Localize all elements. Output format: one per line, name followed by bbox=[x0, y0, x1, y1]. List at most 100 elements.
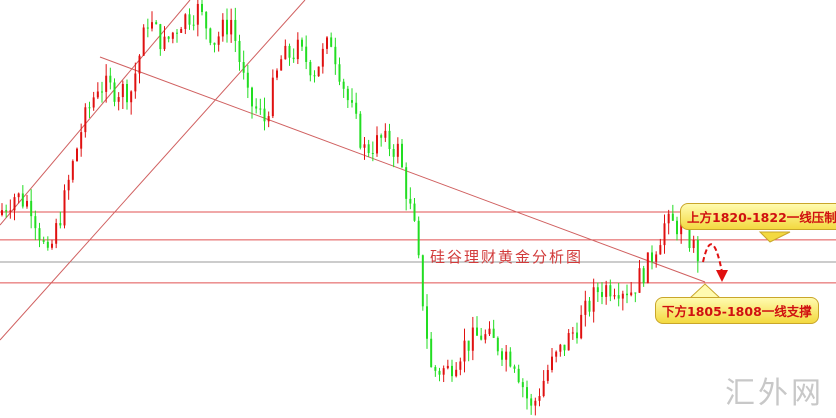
candle-body bbox=[542, 380, 545, 397]
candle-body bbox=[609, 285, 612, 297]
candle-body bbox=[505, 351, 508, 360]
candle-body bbox=[76, 148, 78, 162]
candle-body bbox=[451, 365, 453, 377]
candle-body bbox=[580, 314, 583, 339]
candle-body bbox=[667, 213, 670, 224]
candle-body bbox=[130, 91, 133, 103]
candle-body bbox=[105, 75, 108, 92]
candle-body bbox=[159, 24, 162, 50]
channel-upper-line bbox=[0, 0, 191, 226]
candle-body bbox=[517, 368, 520, 383]
candle-body bbox=[442, 368, 445, 375]
candle-body bbox=[238, 40, 241, 63]
candle-body bbox=[688, 220, 691, 249]
candle-body bbox=[192, 24, 195, 26]
candle-body bbox=[296, 39, 299, 60]
candle-body bbox=[438, 370, 441, 375]
candle-body bbox=[196, 3, 199, 25]
candle-body bbox=[134, 73, 137, 92]
candle-body bbox=[17, 193, 20, 198]
candle-body bbox=[113, 82, 116, 102]
candle-body bbox=[463, 340, 466, 362]
candle-body bbox=[30, 200, 33, 217]
candle-body bbox=[96, 91, 99, 98]
candle-body bbox=[605, 285, 608, 297]
candle-body bbox=[292, 57, 295, 60]
candle-body bbox=[255, 106, 258, 109]
candle-body bbox=[221, 19, 224, 37]
candle-body bbox=[280, 59, 283, 71]
candle-body bbox=[109, 75, 112, 83]
candle-body bbox=[9, 210, 12, 212]
candle-body bbox=[13, 197, 16, 211]
candle-body bbox=[642, 268, 645, 284]
candle-body bbox=[142, 27, 145, 56]
candle-body bbox=[146, 27, 149, 29]
candle-body bbox=[471, 327, 474, 351]
candle-body bbox=[267, 116, 270, 122]
candle-body bbox=[563, 344, 566, 351]
candle-body bbox=[630, 292, 633, 296]
channel-lower-line bbox=[0, 0, 306, 341]
candle-body bbox=[655, 254, 658, 262]
candle-body bbox=[538, 396, 541, 401]
candle-body bbox=[396, 143, 399, 157]
candle-body bbox=[546, 370, 549, 381]
candle-body bbox=[676, 220, 678, 235]
candle-body bbox=[138, 55, 141, 74]
candle-body bbox=[38, 228, 41, 241]
candle-body bbox=[651, 252, 653, 262]
candle-body bbox=[434, 367, 437, 371]
candle-body bbox=[409, 198, 412, 204]
candle-body bbox=[526, 387, 528, 399]
candle-body bbox=[576, 332, 578, 339]
support-callout-pointer bbox=[688, 283, 722, 299]
candle-body bbox=[276, 70, 278, 78]
candle-body bbox=[501, 351, 503, 360]
candle-body bbox=[376, 135, 378, 154]
candle-body bbox=[384, 130, 387, 138]
candle-body bbox=[171, 32, 174, 39]
candle-body bbox=[413, 203, 416, 221]
candle-body bbox=[251, 87, 253, 107]
candle-body bbox=[359, 113, 362, 148]
candle-body bbox=[555, 351, 558, 357]
candle-body bbox=[117, 97, 120, 102]
candle-body bbox=[559, 344, 562, 352]
downtrend-line bbox=[99, 56, 706, 283]
candle-body bbox=[80, 132, 83, 149]
candle-body bbox=[634, 292, 637, 294]
candle-body bbox=[313, 75, 316, 77]
candle-body bbox=[188, 14, 191, 25]
candle-body bbox=[467, 340, 470, 351]
candle-body bbox=[317, 66, 320, 77]
candle-body bbox=[492, 328, 495, 338]
candle-body bbox=[84, 107, 87, 133]
candle-body bbox=[530, 398, 533, 406]
candle-body bbox=[459, 361, 462, 370]
candle-body bbox=[421, 255, 424, 307]
candle-body bbox=[355, 102, 358, 114]
candle-body bbox=[480, 335, 483, 340]
candle-body bbox=[551, 356, 553, 371]
candle-body bbox=[59, 223, 62, 226]
candle-body bbox=[496, 337, 499, 352]
candle-body bbox=[167, 36, 170, 39]
candle-body bbox=[121, 83, 124, 98]
candle-body bbox=[1, 210, 3, 215]
forecast-arrow-path bbox=[702, 243, 723, 273]
candle-body bbox=[5, 210, 8, 212]
candle-body bbox=[284, 45, 287, 60]
candle-body bbox=[346, 88, 349, 101]
candle-body bbox=[417, 220, 420, 256]
candle-body bbox=[163, 36, 166, 50]
candle-body bbox=[371, 153, 374, 155]
candle-body bbox=[230, 19, 233, 35]
watermark-logo: 汇外网 bbox=[725, 376, 824, 411]
candle-body bbox=[455, 369, 458, 377]
candle-body bbox=[388, 130, 391, 150]
candle-body bbox=[626, 293, 628, 296]
candle-body bbox=[51, 243, 53, 248]
candle-body bbox=[55, 223, 58, 244]
